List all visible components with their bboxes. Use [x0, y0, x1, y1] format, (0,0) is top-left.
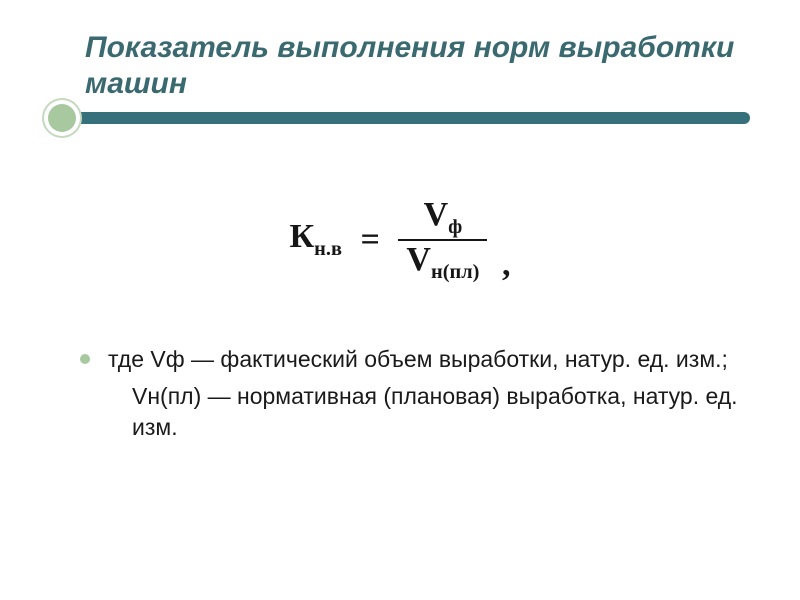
lhs-sub: н.в	[314, 238, 342, 260]
slide-title: Показатель выполнения норм выработки маш…	[85, 30, 750, 102]
lhs-main: К	[290, 218, 315, 255]
formula: Кн.в = Vф Vн(пл) ,	[50, 196, 750, 284]
title-block: Показатель выполнения норм выработки маш…	[50, 30, 750, 126]
legend-item-2: Vн(пл) — нормативная (плановая) выработк…	[50, 381, 750, 443]
title-underline	[50, 110, 750, 126]
num-sub: ф	[448, 216, 462, 238]
formula-comma: ,	[502, 246, 511, 284]
den-main: V	[406, 241, 431, 278]
underline-dot-icon	[48, 104, 76, 132]
slide: Показатель выполнения норм выработки маш…	[0, 0, 800, 600]
den-sub: н(пл)	[431, 261, 480, 283]
numerator: Vф	[398, 196, 487, 241]
equals-sign: =	[361, 221, 380, 259]
fraction: Vф Vн(пл)	[398, 196, 487, 284]
num-main: V	[424, 196, 449, 233]
legend-list: тде Vф — фактический объем выработки, на…	[50, 344, 750, 375]
underline-bar	[50, 112, 750, 124]
formula-lhs: Кн.в	[290, 218, 343, 261]
denominator: Vн(пл)	[398, 241, 487, 284]
legend-item-1: тде Vф — фактический объем выработки, на…	[80, 344, 740, 375]
